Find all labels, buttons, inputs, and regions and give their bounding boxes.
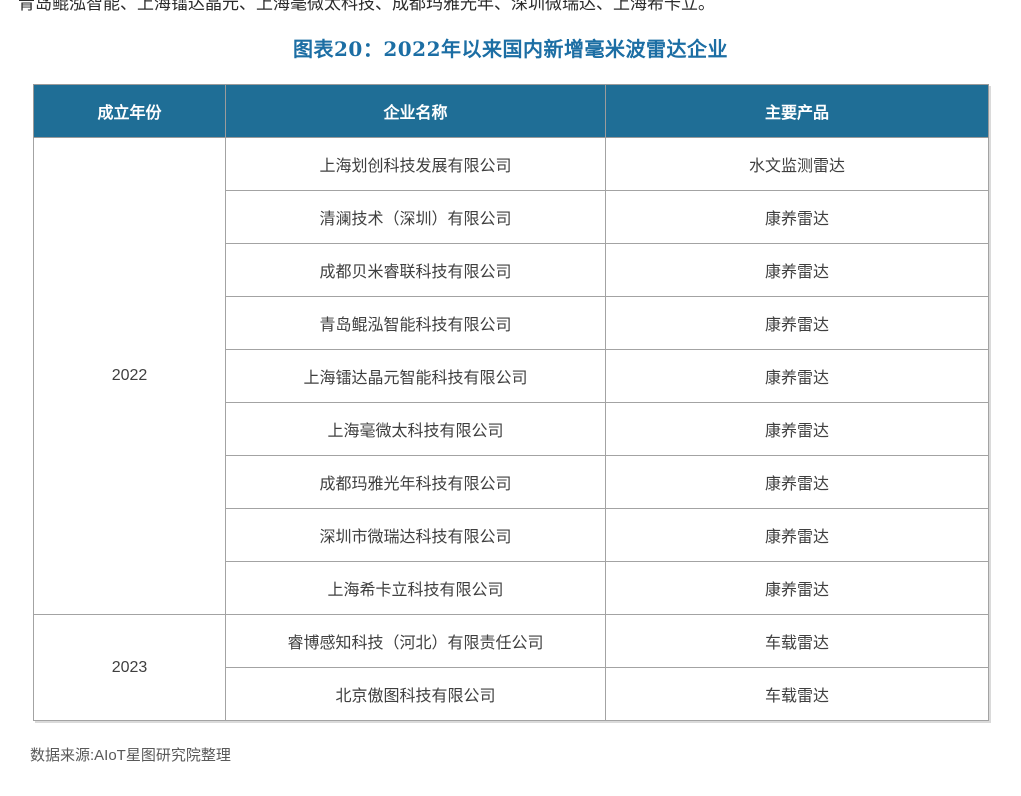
- company-cell: 成都玛雅光年科技有限公司: [225, 455, 606, 509]
- product-cell: 康养雷达: [605, 402, 989, 456]
- company-cell: 成都贝米睿联科技有限公司: [225, 243, 606, 297]
- product-cell: 康养雷达: [605, 349, 989, 403]
- year-cell-2022: 2022: [33, 137, 226, 615]
- product-cell: 康养雷达: [605, 561, 989, 615]
- col-header-product: 主要产品: [605, 84, 989, 138]
- table-row: 北京傲图科技有限公司 车载雷达: [34, 667, 989, 721]
- intro-paragraph: 青岛鲲泓智能、上海镭达晶元、上海毫微太科技、成都玛雅光年、深圳微瑞达、上海希卡立…: [18, 0, 715, 13]
- company-cell: 上海划创科技发展有限公司: [225, 137, 606, 191]
- table-row: 成都贝米睿联科技有限公司 康养雷达: [34, 243, 989, 297]
- product-cell: 水文监测雷达: [605, 137, 989, 191]
- product-cell: 康养雷达: [605, 190, 989, 244]
- source-note: 数据来源:AIoT星图研究院整理: [30, 747, 231, 764]
- table-row: 2023 睿博感知科技（河北）有限责任公司 车载雷达: [33, 614, 989, 721]
- table-row: 深圳市微瑞达科技有限公司 康养雷达: [34, 508, 989, 562]
- product-cell: 康养雷达: [605, 296, 989, 350]
- table-row: 2022 上海划创科技发展有限公司 水文监测雷达: [33, 137, 989, 615]
- company-cell: 深圳市微瑞达科技有限公司: [225, 508, 606, 562]
- table-header-row: 成立年份 企业名称 主要产品: [33, 84, 989, 138]
- company-table: 成立年份 企业名称 主要产品 2022 上海划创科技发展有限公司 水文监测雷达 …: [33, 84, 989, 721]
- year-cell-2023: 2023: [33, 614, 226, 721]
- table-row: 成都玛雅光年科技有限公司 康养雷达: [34, 455, 989, 509]
- table-row: 上海镭达晶元智能科技有限公司 康养雷达: [34, 349, 989, 403]
- table-row: 上海希卡立科技有限公司 康养雷达: [34, 561, 989, 615]
- figure-title: 图表20：2022年以来国内新增毫米波雷达企业: [293, 37, 728, 61]
- product-cell: 车载雷达: [605, 614, 989, 668]
- product-cell: 康养雷达: [605, 508, 989, 562]
- company-cell: 睿博感知科技（河北）有限责任公司: [225, 614, 606, 668]
- col-header-company: 企业名称: [225, 84, 606, 138]
- company-cell: 青岛鲲泓智能科技有限公司: [225, 296, 606, 350]
- table-row: 清澜技术（深圳）有限公司 康养雷达: [34, 190, 989, 244]
- col-header-year: 成立年份: [33, 84, 226, 138]
- table-row: 青岛鲲泓智能科技有限公司 康养雷达: [34, 296, 989, 350]
- product-cell: 车载雷达: [605, 667, 989, 721]
- company-cell: 清澜技术（深圳）有限公司: [225, 190, 606, 244]
- company-cell: 上海希卡立科技有限公司: [225, 561, 606, 615]
- table-row: 上海毫微太科技有限公司 康养雷达: [34, 402, 989, 456]
- product-cell: 康养雷达: [605, 243, 989, 297]
- company-cell: 上海镭达晶元智能科技有限公司: [225, 349, 606, 403]
- product-cell: 康养雷达: [605, 455, 989, 509]
- company-cell: 上海毫微太科技有限公司: [225, 402, 606, 456]
- company-cell: 北京傲图科技有限公司: [225, 667, 606, 721]
